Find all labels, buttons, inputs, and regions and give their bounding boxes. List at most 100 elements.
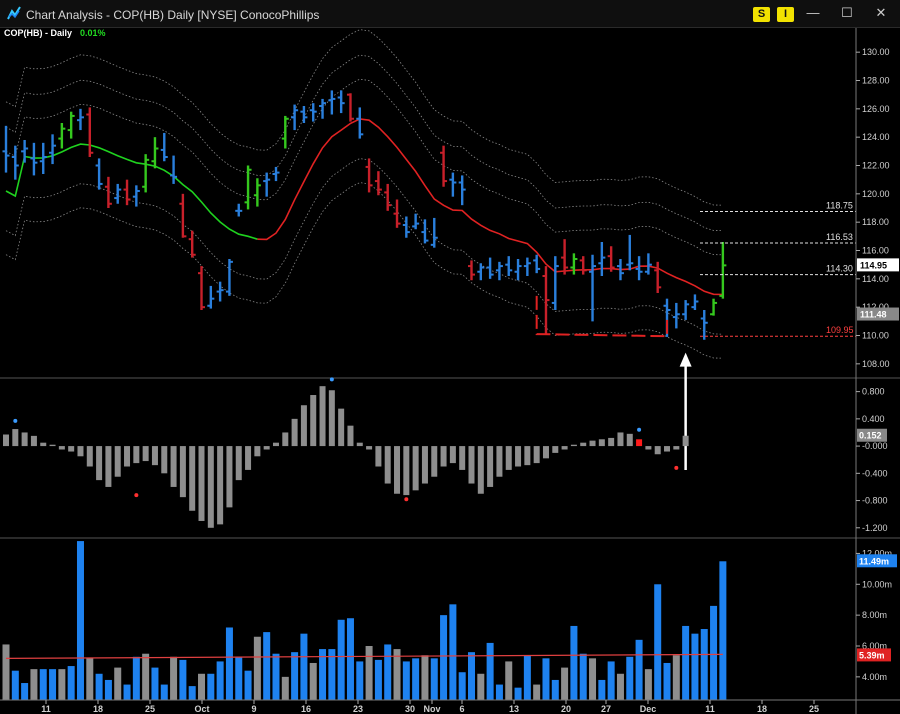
title-bar: Chart Analysis - COP(HB) Daily [NYSE] Co… [0, 0, 900, 28]
volume-bar [589, 658, 597, 700]
volume-bar [719, 561, 727, 700]
maximize-button[interactable]: ☐ [841, 5, 853, 20]
minimize-button[interactable]: — [806, 5, 820, 20]
volume-bar [477, 673, 485, 700]
osc-bar [319, 386, 326, 447]
chart-area[interactable]: 118.75 116.53 114.30 109.95 130.00 128.00 126… [0, 28, 900, 714]
vol-value-box [857, 554, 897, 568]
osc-signal-dot [134, 493, 139, 498]
volume-bar [654, 584, 662, 700]
date-label: 23 [353, 704, 363, 714]
volume-bar [551, 679, 559, 700]
vol-avg-label: 5.39m [859, 650, 885, 660]
date-label: 13 [509, 704, 519, 714]
osc-bar [394, 446, 401, 494]
price-tick-label: 108.00 [862, 359, 890, 369]
level-label: 109.95 [826, 325, 854, 335]
i-button[interactable]: I [777, 7, 794, 22]
osc-bar [310, 395, 317, 447]
osc-bar [263, 446, 270, 450]
volume-bar [421, 655, 429, 700]
osc-bar [21, 432, 28, 447]
volume-bar [561, 667, 569, 700]
volume-bar [86, 658, 94, 700]
price-tick-label: 118.00 [862, 217, 889, 227]
volume-bar [691, 633, 699, 700]
osc-bar [49, 444, 56, 447]
osc-bar [77, 446, 84, 457]
osc-bar [636, 439, 643, 447]
volume-bar [281, 676, 289, 700]
envelope-lines [5, 29, 723, 359]
date-label: 18 [93, 704, 103, 714]
date-label: 11 [41, 704, 51, 714]
osc-tick-label: -1.200 [862, 523, 888, 533]
volume-bar [486, 642, 494, 700]
osc-bar [580, 442, 587, 447]
date-label: 27 [601, 704, 611, 714]
volume-bar [365, 646, 373, 700]
volume-bar [39, 669, 47, 700]
volume-bar [672, 655, 680, 700]
osc-tick-label: -0.400 [862, 468, 888, 478]
oscillator-histogram [3, 377, 689, 528]
volume-bar [76, 541, 84, 700]
volume-bar [644, 669, 652, 700]
volume-bar [235, 656, 243, 700]
price-tick-label: 110.00 [862, 331, 889, 341]
osc-bar [217, 446, 224, 525]
osc-bar [207, 446, 214, 528]
volume-bar [142, 653, 150, 700]
osc-tick-label: -0.000 [862, 441, 888, 451]
osc-bar [496, 446, 503, 477]
price-tick-label: 126.00 [862, 104, 890, 114]
volume-bar [393, 649, 401, 700]
volume-bar [607, 661, 615, 700]
osc-bar [282, 432, 289, 447]
date-label: Oct [194, 704, 209, 714]
osc-bar [30, 435, 37, 447]
ma-value-box [857, 307, 899, 321]
osc-bar [542, 446, 549, 459]
chart-symbol-label: COP(HB) - Daily [4, 28, 72, 38]
osc-bar [68, 446, 75, 452]
volume-bar [95, 673, 103, 700]
volume-bar [11, 670, 19, 700]
date-label: 30 [405, 704, 415, 714]
osc-bar [142, 446, 149, 462]
date-label: Nov [423, 704, 440, 714]
osc-bar [105, 446, 112, 487]
volume-bar [49, 669, 57, 700]
osc-bar [487, 446, 494, 487]
volume-bar [225, 627, 233, 700]
osc-bar [58, 446, 65, 450]
annotations [535, 295, 692, 470]
ma-line [257, 118, 723, 296]
volume-bars [2, 541, 727, 700]
volume-bar [319, 649, 327, 700]
osc-signal-dot [404, 497, 409, 502]
volume-bar [67, 666, 75, 700]
volume-bar [616, 673, 624, 700]
osc-bar [347, 425, 354, 447]
osc-bar [682, 435, 689, 447]
osc-bar [12, 429, 19, 447]
osc-bar [272, 442, 279, 447]
vol-value-label: 11.49m [859, 556, 889, 566]
osc-bar [151, 446, 158, 466]
volume-bar [663, 662, 671, 700]
osc-bar [179, 446, 186, 498]
volume-bar [188, 686, 196, 700]
volume-bar [132, 656, 140, 700]
vol-tick-label: 10.00m [862, 579, 892, 589]
volume-bar [449, 604, 457, 700]
osc-signal-dot [329, 377, 334, 382]
osc-tick-label: 0.400 [862, 414, 885, 424]
window-title: Chart Analysis - COP(HB) Daily [NYSE] Co… [26, 8, 320, 22]
volume-bar [468, 652, 475, 700]
s-button[interactable]: S [753, 7, 770, 22]
osc-bar [356, 442, 363, 447]
close-button[interactable]: ✕ [875, 5, 887, 20]
vol-tick-label: 8.00m [862, 610, 887, 620]
volume-bar [514, 687, 522, 700]
